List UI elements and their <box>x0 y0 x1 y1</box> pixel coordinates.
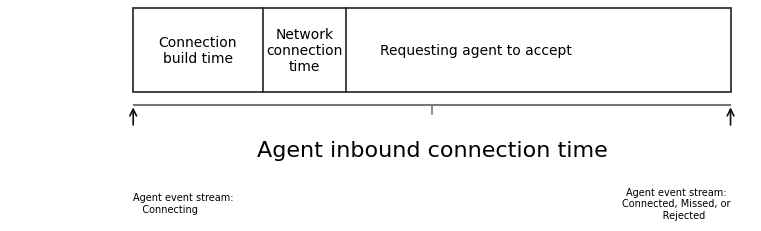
Bar <box>133 9 731 92</box>
Text: Network
connection
time: Network connection time <box>266 28 342 74</box>
Text: Agent event stream:
   Connecting: Agent event stream: Connecting <box>133 192 234 214</box>
Text: Agent event stream:
Connected, Missed, or
     Rejected: Agent event stream: Connected, Missed, o… <box>622 187 731 220</box>
Text: Requesting agent to accept: Requesting agent to accept <box>380 44 572 58</box>
Text: Agent inbound connection time: Agent inbound connection time <box>257 140 607 160</box>
Text: Connection
build time: Connection build time <box>158 36 237 66</box>
